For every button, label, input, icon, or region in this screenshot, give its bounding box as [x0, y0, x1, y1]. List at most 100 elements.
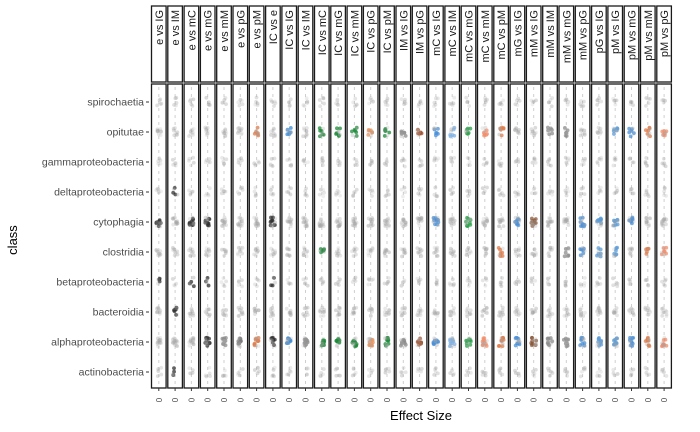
data-point — [595, 370, 600, 375]
data-point — [287, 247, 292, 252]
data-point — [662, 245, 666, 250]
data-point — [203, 125, 208, 130]
data-point — [271, 222, 276, 226]
data-point — [236, 126, 241, 130]
data-point — [465, 252, 469, 257]
data-point — [465, 248, 469, 252]
data-point — [450, 103, 455, 108]
data-point — [497, 220, 502, 224]
data-point — [480, 309, 485, 314]
data-point — [581, 314, 586, 318]
data-point — [403, 101, 408, 106]
data-point — [533, 160, 538, 165]
data-point — [613, 253, 617, 257]
data-point — [549, 163, 553, 168]
data-point — [661, 100, 666, 105]
data-point — [564, 160, 569, 165]
data-point — [237, 222, 242, 227]
data-point — [582, 128, 587, 133]
data-point — [546, 254, 551, 259]
data-point — [547, 282, 551, 287]
x-tick-label: 0 — [383, 397, 392, 402]
data-point — [336, 335, 341, 340]
data-point — [645, 192, 650, 197]
data-point — [190, 340, 195, 345]
data-point — [333, 308, 338, 313]
data-point — [565, 220, 570, 225]
data-point — [629, 253, 634, 258]
data-point — [612, 191, 617, 196]
data-point — [352, 311, 356, 316]
data-point — [663, 283, 667, 288]
data-point — [157, 279, 162, 284]
data-point — [321, 279, 326, 284]
data-point — [304, 129, 309, 134]
data-point — [465, 99, 470, 104]
data-point — [534, 306, 539, 311]
data-point — [419, 216, 424, 220]
data-point — [448, 251, 453, 256]
data-point — [416, 104, 421, 109]
data-point — [384, 313, 389, 318]
data-point — [659, 222, 664, 227]
data-point — [545, 314, 550, 319]
data-point — [207, 103, 212, 107]
data-point — [514, 126, 519, 131]
data-point — [433, 337, 437, 341]
data-point — [272, 134, 277, 138]
data-point — [564, 306, 569, 310]
data-point — [566, 312, 571, 317]
data-point — [399, 370, 403, 375]
data-point — [644, 215, 649, 220]
data-point — [498, 219, 503, 224]
data-point — [158, 249, 163, 254]
data-point — [271, 313, 276, 318]
data-point — [223, 217, 228, 222]
data-point — [466, 336, 471, 341]
data-point — [204, 307, 209, 312]
data-point — [269, 310, 274, 315]
data-point — [383, 336, 388, 341]
data-point — [565, 311, 570, 316]
data-point — [254, 128, 259, 133]
data-point — [304, 224, 309, 229]
data-point — [415, 369, 420, 374]
data-point — [467, 189, 472, 194]
data-point — [304, 186, 308, 191]
data-point — [484, 161, 489, 165]
data-point — [550, 312, 555, 316]
data-point — [269, 246, 274, 251]
data-point — [498, 164, 503, 169]
facet-panel: mC vs mG0 — [460, 5, 477, 402]
data-point — [662, 252, 667, 257]
data-point — [353, 190, 358, 195]
data-point — [224, 279, 229, 284]
data-point — [547, 343, 552, 348]
data-point — [304, 276, 308, 281]
data-point — [190, 336, 195, 340]
data-point — [157, 251, 162, 256]
data-point — [271, 131, 276, 136]
data-point — [546, 221, 551, 225]
data-point — [401, 217, 406, 221]
data-point — [337, 224, 342, 229]
data-point — [289, 186, 293, 191]
data-point — [419, 369, 423, 374]
data-point — [351, 367, 356, 371]
data-point — [452, 222, 456, 227]
x-tick-label: 0 — [350, 397, 359, 402]
data-point — [303, 343, 307, 348]
data-point — [220, 308, 225, 313]
data-point — [416, 251, 421, 256]
data-point — [237, 249, 242, 254]
data-point — [302, 220, 306, 224]
data-point — [417, 367, 421, 372]
data-point — [402, 247, 406, 252]
data-point — [533, 278, 538, 283]
data-point — [464, 222, 469, 227]
facet-panel: IC vs mG0 — [330, 5, 347, 402]
data-point — [189, 341, 194, 345]
data-point — [664, 245, 669, 250]
data-point — [382, 281, 387, 286]
data-point — [431, 311, 436, 316]
